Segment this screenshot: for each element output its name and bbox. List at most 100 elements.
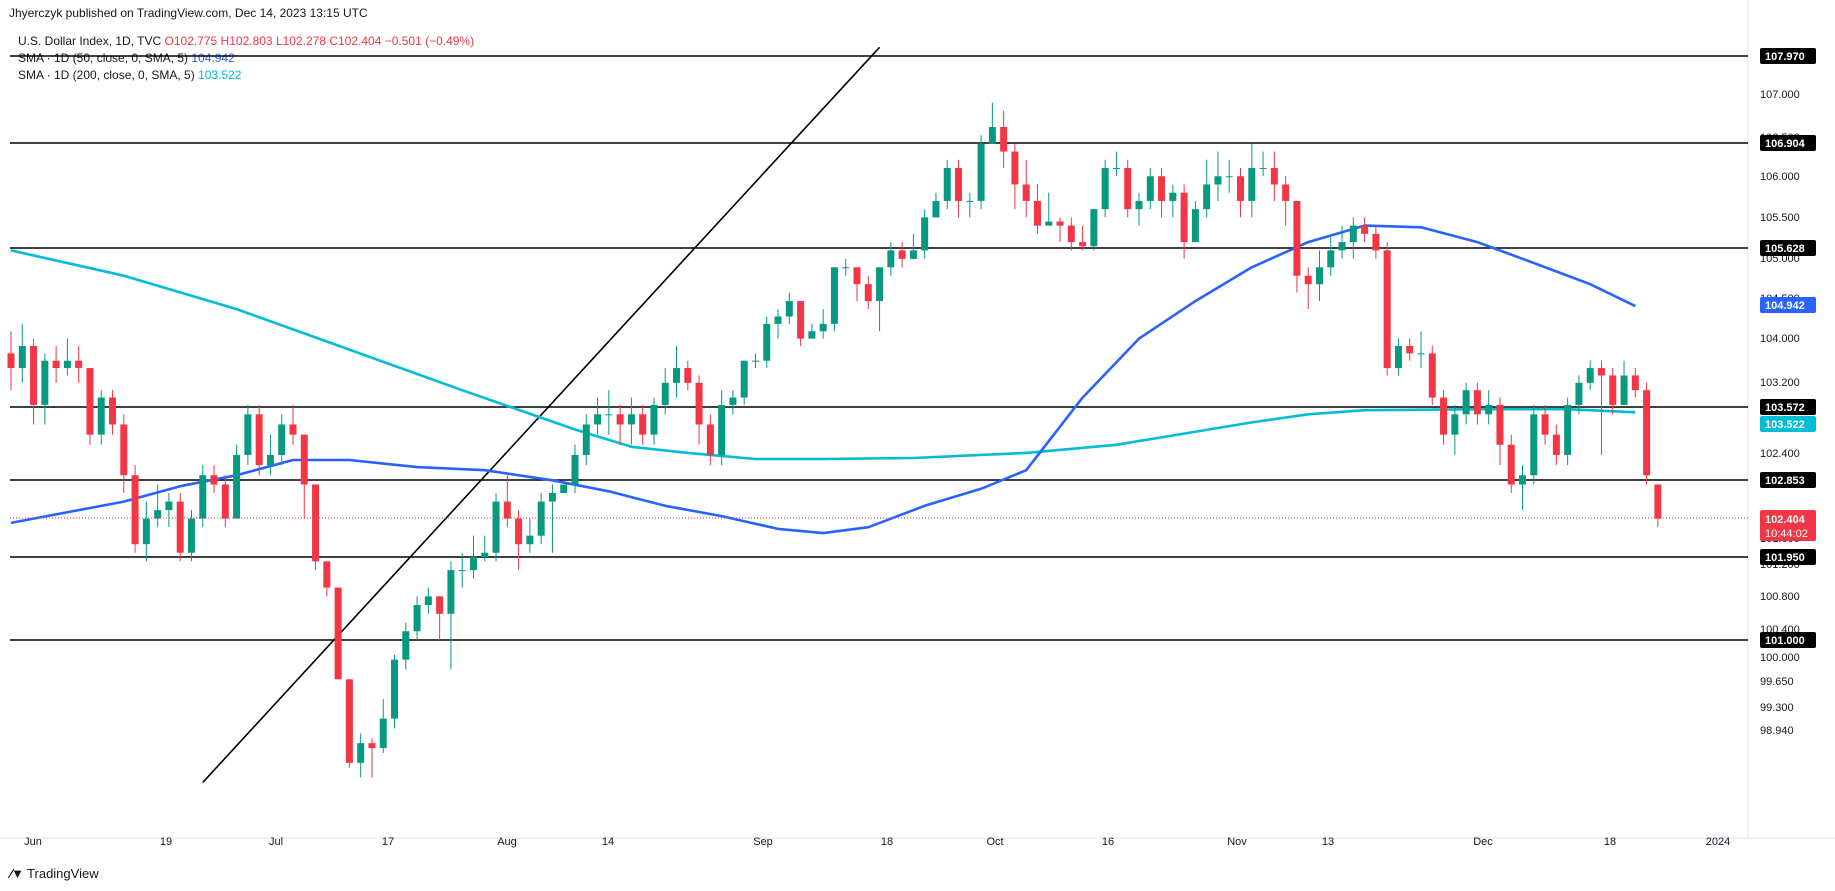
candle-body[interactable] [740,360,748,398]
candle-body[interactable] [1564,404,1572,455]
candle-body[interactable] [684,368,692,383]
candle-body[interactable] [876,267,884,302]
candle-body[interactable] [887,250,895,268]
candle-body[interactable] [627,414,635,425]
candle-body[interactable] [18,345,26,369]
candle-body[interactable] [447,570,455,614]
candle-body[interactable] [1033,200,1041,226]
candle-body[interactable] [977,143,985,201]
candle-body[interactable] [1530,414,1538,476]
candle-body[interactable] [1214,176,1222,185]
candle-body[interactable] [402,631,410,660]
legend-sma50-row[interactable]: SMA · 1D (50, close, 0, SMA, 5) 104.942 [18,50,474,67]
candle-body[interactable] [673,368,681,383]
candle-body[interactable] [75,360,83,369]
candle-body[interactable] [763,323,771,361]
candle-body[interactable] [41,360,49,405]
candle-body[interactable] [560,484,568,494]
candle-body[interactable] [97,397,105,435]
candle-body[interactable] [233,454,241,519]
candle-body[interactable] [1315,267,1323,285]
candle-body[interactable] [481,552,489,557]
candle-body[interactable] [63,360,71,369]
candle-body[interactable] [1000,127,1008,152]
candle-body[interactable] [1079,242,1087,247]
candle-body[interactable] [289,424,297,435]
candle-body[interactable] [1248,168,1256,201]
candle-body[interactable] [1575,382,1583,405]
candle-body[interactable] [266,454,274,466]
candle-body[interactable] [548,493,556,502]
candle-body[interactable] [1191,209,1199,243]
candle-body[interactable] [1496,404,1504,445]
candle-body[interactable] [1146,176,1154,201]
candle-body[interactable] [1327,250,1335,268]
candle-body[interactable] [1056,221,1064,226]
candle-body[interactable] [1541,414,1549,435]
candle-body[interactable] [1067,225,1075,243]
candle-body[interactable] [120,424,128,476]
candle-body[interactable] [1169,192,1177,201]
candle-body[interactable] [323,561,331,588]
candle-body[interactable] [300,434,308,485]
candle-body[interactable] [797,301,805,339]
candle-body[interactable] [469,557,477,571]
candle-body[interactable] [774,316,782,324]
candle-body[interactable] [955,168,963,201]
candle-body[interactable] [312,484,320,562]
candle-body[interactable] [1304,275,1312,285]
candle-body[interactable] [842,267,850,269]
candle-body[interactable] [830,267,838,324]
candle-body[interactable] [199,475,207,519]
candle-body[interactable] [1293,200,1301,276]
candle-body[interactable] [1112,168,1120,170]
candle-body[interactable] [785,301,793,317]
candle-body[interactable] [492,501,500,553]
candle-body[interactable] [221,484,229,519]
candle-body[interactable] [131,475,139,545]
candle-body[interactable] [165,501,173,511]
candle-body[interactable] [515,518,523,545]
candle-body[interactable] [1124,168,1132,210]
candle-body[interactable] [1372,233,1380,251]
candle-body[interactable] [334,587,342,680]
candle-body[interactable] [1135,200,1143,210]
candle-body[interactable] [1022,184,1030,201]
candle-body[interactable] [932,200,940,218]
candle-body[interactable] [1473,390,1481,415]
candle-body[interactable] [1451,414,1459,435]
candle-body[interactable] [594,414,602,425]
candle-body[interactable] [413,605,421,632]
candle-body[interactable] [1394,345,1402,369]
candle-body[interactable] [109,397,117,425]
legend-sma200-row[interactable]: SMA · 1D (200, close, 0, SMA, 5) 103.522 [18,67,474,84]
candle-body[interactable] [661,382,669,405]
candle-body[interactable] [1349,225,1357,243]
candle-body[interactable] [706,424,714,455]
candle-body[interactable] [7,353,15,369]
candle-body[interactable] [1654,484,1662,519]
candle-body[interactable] [210,475,218,485]
candle-body[interactable] [368,743,376,749]
candle-body[interactable] [1158,176,1166,201]
candle-body[interactable] [582,424,590,455]
tradingview-brand[interactable]: ⁄▼ TradingView [10,866,99,881]
candle-body[interactable] [943,168,951,201]
candle-body[interactable] [436,596,444,614]
candle-body[interactable] [909,250,917,259]
candle-body[interactable] [1620,375,1628,405]
candle-body[interactable] [695,382,703,425]
candle-body[interactable] [864,284,872,302]
candle-body[interactable] [52,360,60,369]
candle-body[interactable] [988,127,996,144]
candle-body[interactable] [853,267,861,285]
candle-body[interactable] [278,424,286,455]
candle-body[interactable] [1428,353,1436,398]
candle-body[interactable] [526,535,534,545]
candle-body[interactable] [379,718,387,749]
candle-body[interactable] [1361,225,1369,234]
candle-body[interactable] [537,501,545,536]
candle-body[interactable] [1485,404,1493,415]
candle-body[interactable] [966,200,974,202]
